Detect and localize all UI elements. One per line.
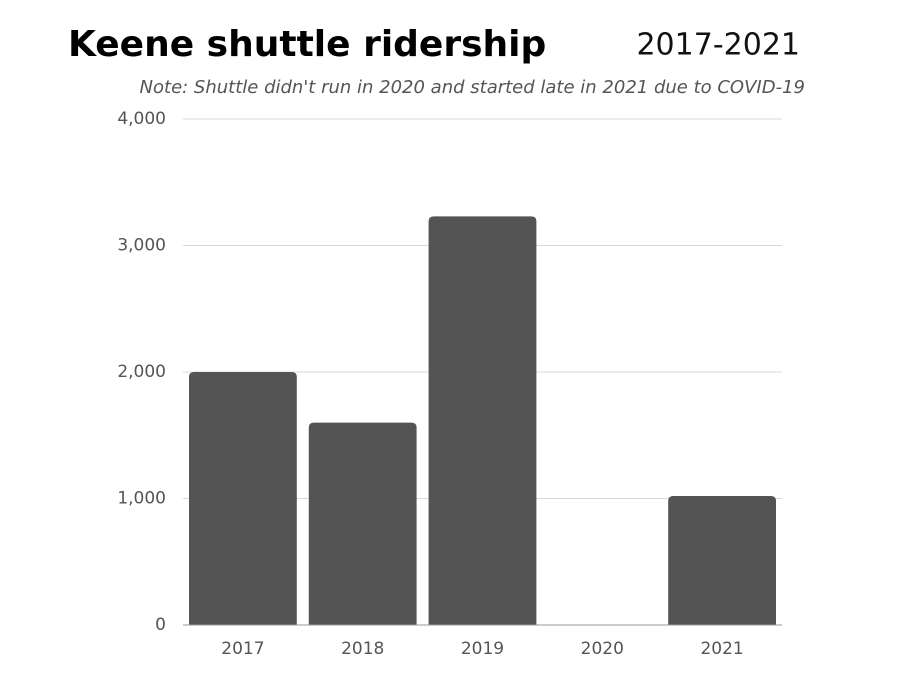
chart-subtitle: 2017-2021 <box>636 28 800 63</box>
y-tick-label: 0 <box>155 615 166 635</box>
bar <box>189 372 297 625</box>
y-tick-label: 3,000 <box>117 236 166 256</box>
x-tick-label: 2019 <box>461 639 504 659</box>
chart-note: Note: Shuttle didn't run in 2020 and sta… <box>140 77 805 98</box>
bar <box>668 495 776 625</box>
x-tick-label: 2017 <box>221 639 264 659</box>
x-tick-label: 2020 <box>581 639 624 659</box>
bar <box>428 216 537 625</box>
y-tick-label: 4,000 <box>117 109 166 129</box>
y-tick-label: 2,000 <box>117 362 166 382</box>
x-tick-label: 2021 <box>700 639 743 659</box>
x-tick-label: 2018 <box>341 639 384 659</box>
chart-title: Keene shuttle ridership <box>68 24 546 65</box>
bar <box>308 422 417 625</box>
y-tick-label: 1,000 <box>117 489 166 509</box>
